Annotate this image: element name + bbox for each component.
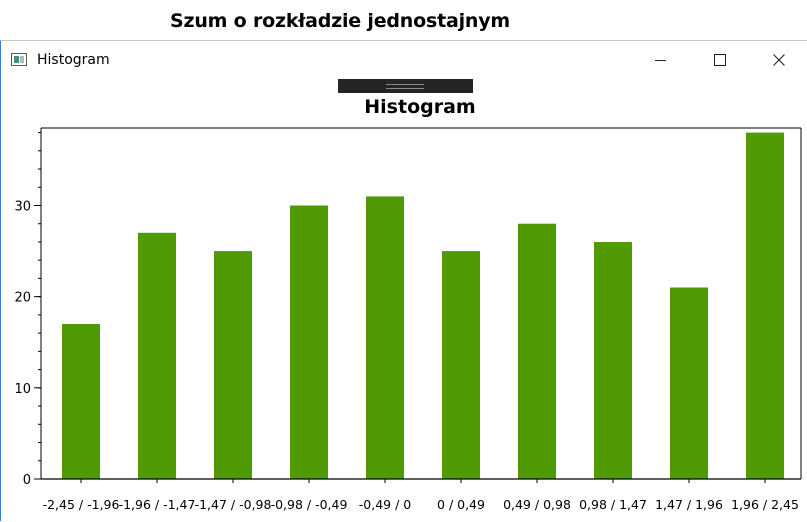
x-tick-label: -0,49 / 0 <box>359 497 412 512</box>
maximize-button[interactable] <box>697 41 743 79</box>
bar <box>670 287 708 479</box>
close-icon <box>773 54 785 66</box>
y-tick-label: 20 <box>14 291 31 306</box>
title-bar[interactable]: Histogram <box>1 41 807 79</box>
chart-title: Histogram <box>364 96 475 118</box>
x-tick-label: -1,96 / -1,47 <box>119 497 196 512</box>
x-tick-label: 0 / 0,49 <box>437 497 485 512</box>
y-tick-label: 0 <box>23 473 31 488</box>
x-tick-label: 1,96 / 2,45 <box>731 497 799 512</box>
app-icon <box>11 53 27 66</box>
y-tick-label: 10 <box>14 382 31 397</box>
window-title: Histogram <box>37 52 110 68</box>
x-tick-label: 0,49 / 0,98 <box>503 497 571 512</box>
bar <box>442 251 480 479</box>
close-button[interactable] <box>756 41 802 79</box>
bar <box>138 232 176 479</box>
bar <box>214 251 252 479</box>
histogram-chart: Histogram 0 10 20 30 -2,45 / -1,96 -1,96 / -1,… <box>14 96 802 512</box>
x-tick-label: 1,47 / 1,96 <box>655 497 723 512</box>
minimize-button[interactable] <box>637 41 683 79</box>
x-tick-label: -2,45 / -1,96 <box>43 497 120 512</box>
x-tick-label: -0,98 / -0,49 <box>271 497 348 512</box>
bar <box>518 223 556 479</box>
bar <box>62 324 100 479</box>
histogram-window: Histogram Histogram 0 10 20 30 -2,45 / -1,96-… <box>0 40 807 521</box>
toolbar-grip[interactable] <box>338 79 473 93</box>
bar <box>746 132 784 479</box>
bar <box>290 205 328 479</box>
bar <box>366 196 404 479</box>
background-window-title: Szum o rozkładzie jednostajnym <box>170 10 511 32</box>
y-tick-label: 30 <box>14 199 31 214</box>
x-tick-label: 0,98 / 1,47 <box>579 497 647 512</box>
bar <box>594 242 632 479</box>
x-tick-label: -1,47 / -0,98 <box>195 497 272 512</box>
